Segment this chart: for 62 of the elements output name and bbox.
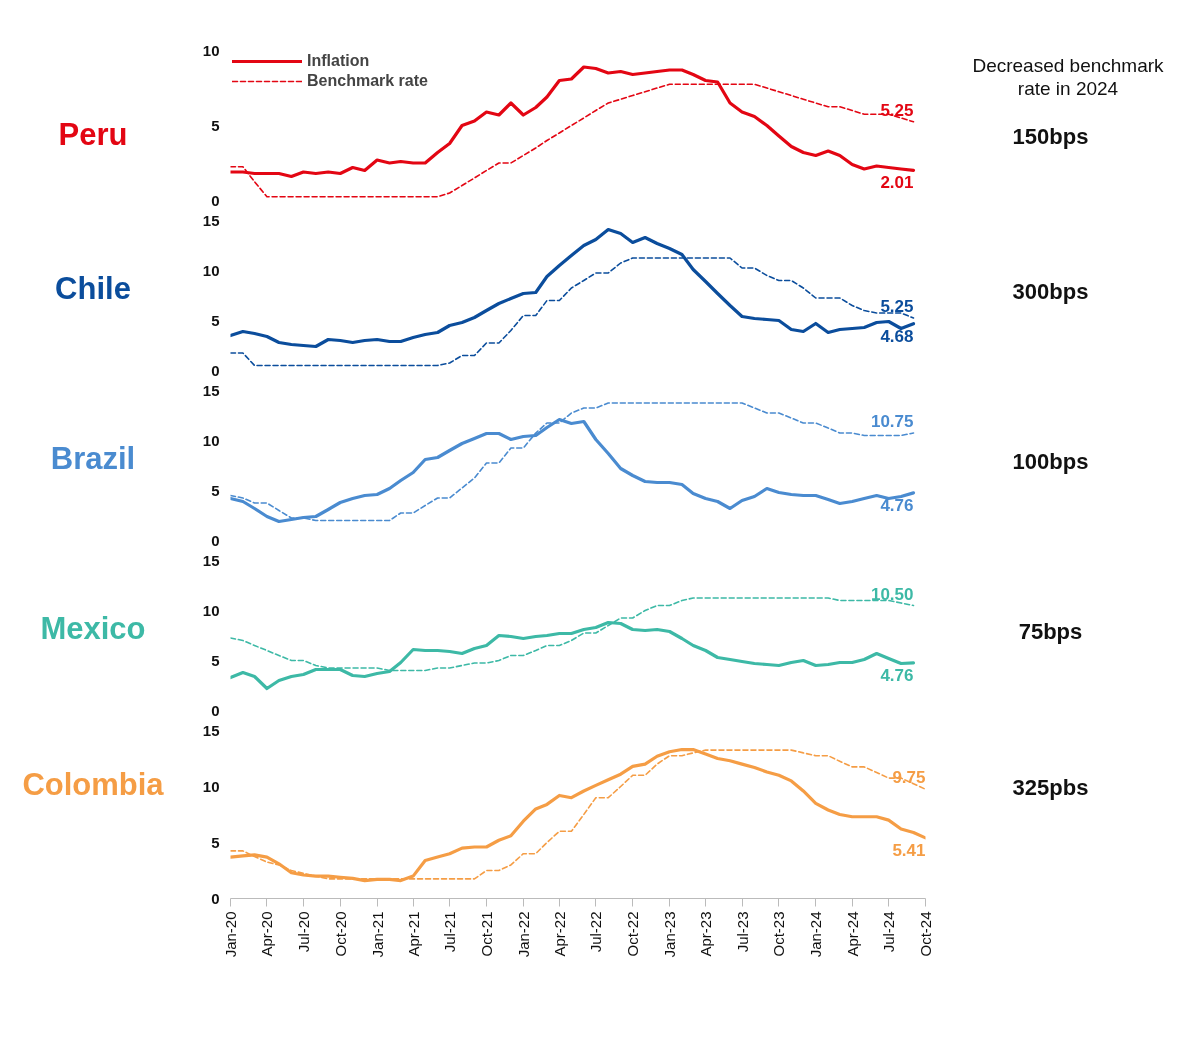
legend-label: Inflation [307, 52, 370, 70]
y-tick-label: 0 [211, 191, 220, 209]
y-tick-label: 10 [202, 261, 220, 279]
x-tick-label: Jul-20 [294, 911, 312, 953]
text: Chile [55, 270, 131, 306]
text: Mexico [40, 610, 146, 646]
y-tick-label: 15 [202, 211, 220, 229]
y-tick-label: 15 [202, 381, 220, 399]
annotation: 2.01 [880, 173, 914, 193]
x-tick-label: Jan-20 [222, 911, 239, 958]
annotation: 9.75 [892, 768, 926, 788]
x-tick-label: Apr-23 [697, 911, 715, 957]
text: 75bps [1018, 619, 1083, 645]
y-tick-label: 10 [202, 41, 220, 59]
annotation: 10.75 [870, 412, 914, 431]
text: 100bps [1012, 449, 1089, 475]
y-tick-label: 10 [202, 431, 220, 449]
annotation: 5.25 [880, 100, 914, 120]
x-tick-label: Jul-24 [880, 911, 898, 953]
annotation: 4.76 [880, 665, 914, 685]
text: Decreased benchmark rate in 2024 [972, 54, 1165, 99]
y-tick-label: 0 [211, 889, 220, 907]
x-tick-label: Apr-20 [258, 911, 276, 957]
annotation: 5.41 [892, 840, 926, 860]
x-tick-label: Jul-23 [733, 911, 751, 953]
x-tick-label: Jul-22 [587, 911, 605, 953]
x-tick-label: Jan-22 [514, 911, 532, 958]
x-tick-label: Apr-21 [404, 911, 422, 957]
legend-label: Benchmark rate [307, 72, 428, 90]
text: 300bps [1012, 279, 1089, 305]
x-tick-label: Jan-21 [368, 911, 386, 958]
y-tick-label: 5 [211, 481, 220, 499]
x-tick-label: Jul-21 [441, 911, 459, 953]
x-tick-label: Jan-24 [807, 911, 825, 958]
y-tick-label: 5 [211, 833, 220, 851]
y-tick-label: 15 [202, 721, 220, 739]
x-tick-label: Jan-23 [661, 911, 679, 958]
y-tick-label: 10 [202, 777, 220, 795]
text: 150bps [1012, 124, 1089, 150]
x-tick-label: Oct-23 [770, 911, 788, 957]
y-tick-label: 10 [202, 601, 220, 619]
y-tick-label: 5 [211, 311, 220, 329]
y-tick-label: 0 [211, 701, 220, 719]
x-tick-label: Oct-24 [917, 911, 934, 957]
annotation: 5.25 [880, 297, 914, 316]
y-tick-label: 5 [211, 116, 220, 134]
annotation: 4.68 [880, 326, 914, 346]
y-tick-label: 0 [211, 361, 220, 379]
annotation: 4.76 [880, 495, 914, 515]
y-tick-label: 15 [202, 551, 220, 569]
x-tick-label: Oct-20 [331, 911, 349, 957]
text: Brazil [50, 440, 136, 476]
y-tick-label: 5 [211, 651, 220, 669]
text: Colombia [22, 766, 165, 802]
x-tick-label: Oct-21 [477, 911, 495, 957]
text: 325pbs [1012, 774, 1089, 800]
x-tick-label: Apr-22 [550, 911, 568, 957]
x-tick-label: Oct-22 [624, 911, 642, 957]
x-tick-label: Apr-24 [843, 911, 861, 957]
annotation: 10.50 [870, 584, 914, 604]
y-tick-label: 0 [211, 531, 220, 549]
text: Peru [58, 116, 128, 152]
